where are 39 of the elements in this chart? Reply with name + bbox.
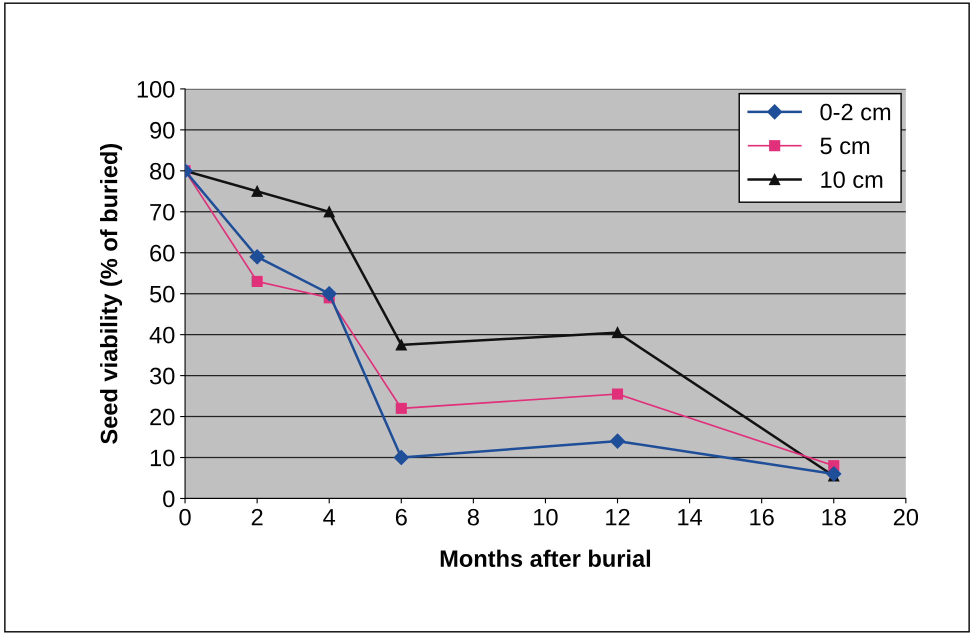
point — [396, 339, 407, 350]
y-tick-label: 30 — [150, 368, 174, 384]
point — [322, 286, 337, 302]
y-tick-label: 80 — [150, 162, 174, 180]
point — [324, 206, 335, 218]
x-tick-label: 18 — [822, 508, 846, 526]
y-tick-label: 90 — [150, 122, 174, 139]
y-tick-label: 0 — [163, 490, 174, 508]
y-axis-title: Seed viability (% of buried) — [100, 144, 122, 444]
y-tick-label: 60 — [150, 244, 174, 262]
x-tick-label: 8 — [468, 508, 479, 526]
point — [396, 402, 407, 414]
point — [394, 450, 409, 466]
point — [610, 434, 626, 449]
point — [252, 276, 263, 287]
point — [612, 388, 624, 400]
point — [612, 327, 624, 338]
x-tick-label: 20 — [894, 508, 918, 526]
x-tick-label: 16 — [750, 508, 774, 526]
x-tick-label: 10 — [534, 508, 558, 526]
y-tick-label: 100 — [138, 80, 174, 98]
y-tick-label: 10 — [150, 450, 174, 466]
x-tick-label: 12 — [606, 508, 630, 526]
legend-label: 0-2 cm — [820, 104, 890, 120]
point — [252, 186, 263, 197]
point — [250, 249, 265, 264]
y-tick-label: 40 — [150, 326, 174, 344]
x-tick-label: 4 — [323, 509, 336, 526]
x-tick-label: 2 — [252, 508, 263, 526]
y-tick-label: 50 — [150, 286, 174, 302]
legend-label: 5 cm — [820, 138, 870, 154]
legend-label: 10 cm — [821, 171, 882, 188]
x-axis-title: Months after burial — [440, 550, 650, 567]
x-tick-label: 6 — [396, 508, 407, 526]
y-tick-label: 20 — [150, 408, 174, 426]
x-tick-label: 0 — [179, 508, 191, 526]
point — [826, 466, 842, 482]
x-tick-label: 14 — [678, 509, 702, 526]
y-tick-label: 70 — [150, 204, 174, 221]
